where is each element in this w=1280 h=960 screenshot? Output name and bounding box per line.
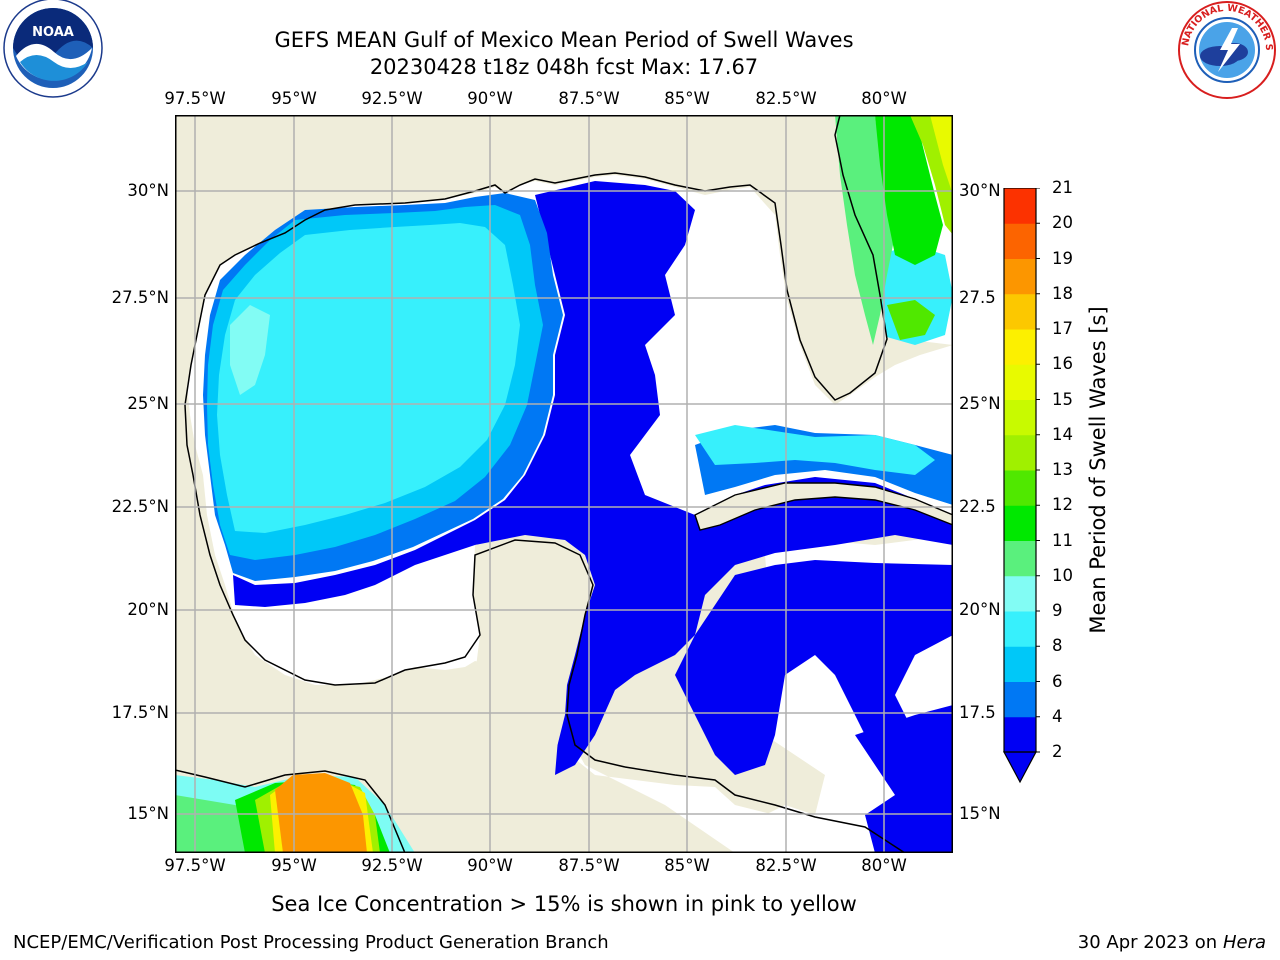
lon-label: 82.5°W: [755, 89, 817, 108]
swell-region-2s: [233, 181, 953, 775]
colorbar-tick-label: 21: [1052, 178, 1073, 197]
colorbar-segment: [1004, 716, 1036, 753]
lat-label: 22.5: [959, 497, 996, 516]
lat-label: 22.5°N: [111, 497, 169, 516]
colorbar-tick-label: 11: [1052, 530, 1073, 550]
lon-label: 85°W: [664, 856, 710, 875]
lon-label: 92.5°W: [361, 89, 423, 108]
colorbar-tick-label: 19: [1052, 248, 1073, 268]
swell-region-9s: [230, 305, 270, 395]
swell-region-8s-ne: [695, 425, 935, 475]
cuba-land: [694, 482, 953, 531]
coastline-mexico: [184, 404, 626, 768]
gridlines: [175, 115, 953, 853]
coastline-central-america: [175, 769, 406, 853]
lon-label: 87.5°W: [558, 856, 620, 875]
lon-label: 80°W: [861, 856, 907, 875]
date-value: 30 Apr 2023 on: [1077, 932, 1223, 953]
lon-label: 87.5°W: [558, 89, 620, 108]
credit-text: NCEP/EMC/Verification Post Processing Pr…: [13, 932, 609, 953]
colorbar-tick-label: 2: [1052, 742, 1063, 761]
lon-label: 92.5°W: [361, 856, 423, 875]
swell-region-12s-atlantic-mid: [887, 300, 935, 340]
sea-ice-note: Sea Ice Concentration > 15% is shown in …: [271, 892, 857, 916]
lat-label: 15°N: [127, 804, 169, 823]
colorbar-segment: [1004, 434, 1036, 471]
colorbar-segment: [1004, 399, 1036, 436]
colorbar-segment: [1004, 329, 1036, 365]
colorbar-tick-label: 15: [1052, 389, 1073, 409]
colorbar-segment: [1004, 188, 1036, 224]
colorbar-segment: [1004, 540, 1036, 577]
date-text: 30 Apr 2023 on Hera: [1078, 932, 1266, 954]
lat-label: 25°N: [959, 394, 1001, 413]
colorbar-segment: [1004, 258, 1036, 295]
colorbar-tick-label: 17: [1052, 319, 1073, 338]
lat-label: 27.5: [959, 288, 996, 307]
colorbar-tick-label: 8: [1052, 636, 1063, 656]
title-line-2: 20230428 t18z 048h fcst Max: 17.67: [369, 55, 759, 79]
colorbar-segment: [1004, 364, 1036, 400]
colorbar-segment: [1004, 293, 1036, 330]
colorbar-tick-label: 14: [1052, 424, 1073, 444]
lat-label: 30°N: [127, 181, 169, 200]
lat-label: 15°N: [959, 804, 1001, 823]
colorbar-tick-label: 20: [1052, 213, 1073, 233]
title-line-1: GEFS MEAN Gulf of Mexico Mean Period of …: [274, 28, 854, 52]
lon-label: 85°W: [664, 89, 710, 108]
svg-text:NOAA: NOAA: [32, 25, 74, 40]
swell-region-15s-atlantic: [930, 115, 953, 195]
colorbar-segment: [1004, 223, 1036, 259]
coastline-gulf: [184, 115, 888, 406]
coastline-honduras: [624, 766, 906, 853]
lon-label: 97.5°W: [164, 856, 226, 875]
nws-logo-icon: NATIONAL WEATHER SERVICE: [1176, 0, 1276, 99]
map-panel: [175, 115, 953, 853]
lon-label: 90°W: [467, 89, 513, 108]
lon-label: 97.5°W: [164, 89, 226, 108]
colorbar-segment: [1004, 611, 1036, 647]
colorbar: [1003, 188, 1040, 784]
colorbar-segment: [1004, 575, 1036, 612]
lat-label: 27.5°N: [111, 288, 169, 307]
lat-label: 25°N: [127, 394, 169, 413]
noaa-logo-icon: NOAA: [3, 0, 103, 98]
map-frame: [175, 115, 953, 853]
colorbar-segment: [1004, 681, 1036, 718]
lat-label: 20°N: [127, 600, 169, 619]
lat-label: 17.5°N: [111, 703, 169, 722]
lon-label: 95°W: [271, 856, 317, 875]
colorbar-tick-label: 4: [1052, 706, 1063, 726]
colorbar-extend-arrow: [1003, 751, 1037, 784]
colorbar-segment: [1004, 505, 1036, 541]
colorbar-tick-label: 10: [1052, 565, 1073, 585]
swell-region-2s-se: [855, 705, 953, 853]
colorbar-label: Mean Period of Swell Waves [s]: [1086, 306, 1110, 634]
lat-label: 30°N: [959, 181, 1001, 200]
swell-region-8s: [217, 223, 520, 533]
lat-label: 17.5: [959, 703, 996, 722]
swell-region-10s-atlantic: [835, 115, 895, 345]
colorbar-segment: [1004, 470, 1036, 506]
colorbar-tick-label: 18: [1052, 283, 1073, 303]
lon-label: 95°W: [271, 89, 317, 108]
lat-label: 20°N: [959, 600, 1001, 619]
lon-label: 82.5°W: [755, 856, 817, 875]
colorbar-tick-label: 9: [1052, 601, 1063, 620]
swell-region-11s-atlantic: [875, 115, 943, 265]
host-name: Hera: [1222, 932, 1266, 953]
swell-region-18s-pacific: [275, 773, 367, 853]
lon-label: 90°W: [467, 856, 513, 875]
colorbar-segment: [1004, 646, 1036, 682]
colorbar-tick-label: 6: [1052, 671, 1063, 691]
colorbar-tick-label: 12: [1052, 495, 1073, 515]
colorbar-tick-label: 16: [1052, 354, 1073, 374]
lon-label: 80°W: [861, 89, 907, 108]
colorbar-tick-label: 13: [1052, 460, 1073, 479]
